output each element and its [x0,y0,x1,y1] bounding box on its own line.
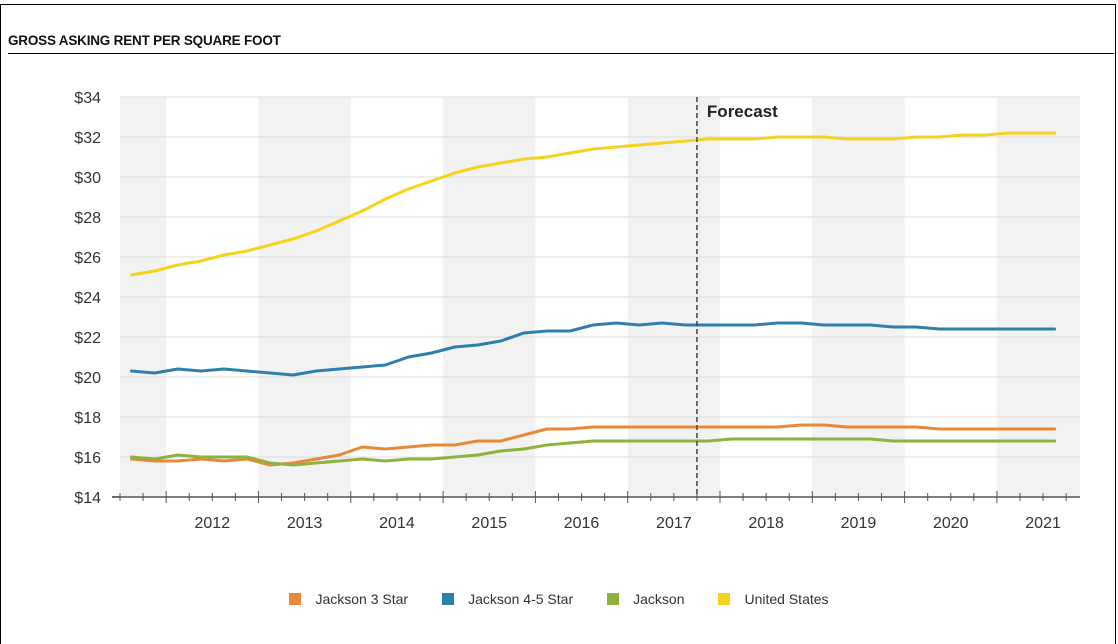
legend-label: Jackson 3 Star [315,591,409,607]
y-tick-label: $28 [74,210,101,227]
series-line-united-states [130,131,1057,277]
x-tick-label: 2019 [841,515,877,532]
legend-swatch [607,593,620,605]
x-tick-label: 2015 [471,515,507,532]
x-tick-label: 2017 [656,515,692,532]
y-tick-label: $14 [74,490,101,507]
chart-title: GROSS ASKING RENT PER SQUARE FOOT [8,33,281,48]
title-divider [8,53,1114,54]
series-line-jackson [130,437,1057,467]
y-tick-label: $16 [74,450,101,467]
x-tick-label: 2014 [379,515,415,532]
legend-item: United States [718,591,829,607]
y-tick-label: $34 [74,90,101,107]
x-tick-label: 2016 [564,515,600,532]
legend-item: Jackson [607,591,684,607]
legend-label: Jackson [633,591,685,607]
chart-legend: Jackson 3 Star Jackson 4-5 Star Jackson Uni… [0,591,1118,607]
y-tick-label: $30 [74,170,101,187]
x-tick-label: 2018 [748,515,784,532]
legend-swatch [442,593,455,605]
legend-swatch [718,593,731,605]
series-line-jackson-4-5-star [130,321,1057,377]
y-tick-label: $26 [74,250,101,267]
legend-item: Jackson 4-5 Star [442,591,573,607]
x-tick-label: 2013 [287,515,323,532]
y-tick-label: $24 [74,290,101,307]
forecast-label: Forecast [707,102,778,121]
x-tick-label: 2020 [933,515,969,532]
y-tick-label: $32 [74,130,101,147]
y-tick-label: $22 [74,330,101,347]
x-tick-label: 2021 [1025,515,1061,532]
legend-item: Jackson 3 Star [289,591,408,607]
legend-swatch [289,593,302,605]
y-tick-label: $18 [74,410,101,427]
chart-frame [0,4,1116,644]
legend-label: United States [744,591,829,607]
legend-label: Jackson 4-5 Star [468,591,574,607]
x-tick-label: 2012 [195,515,231,532]
y-tick-label: $20 [74,370,101,387]
